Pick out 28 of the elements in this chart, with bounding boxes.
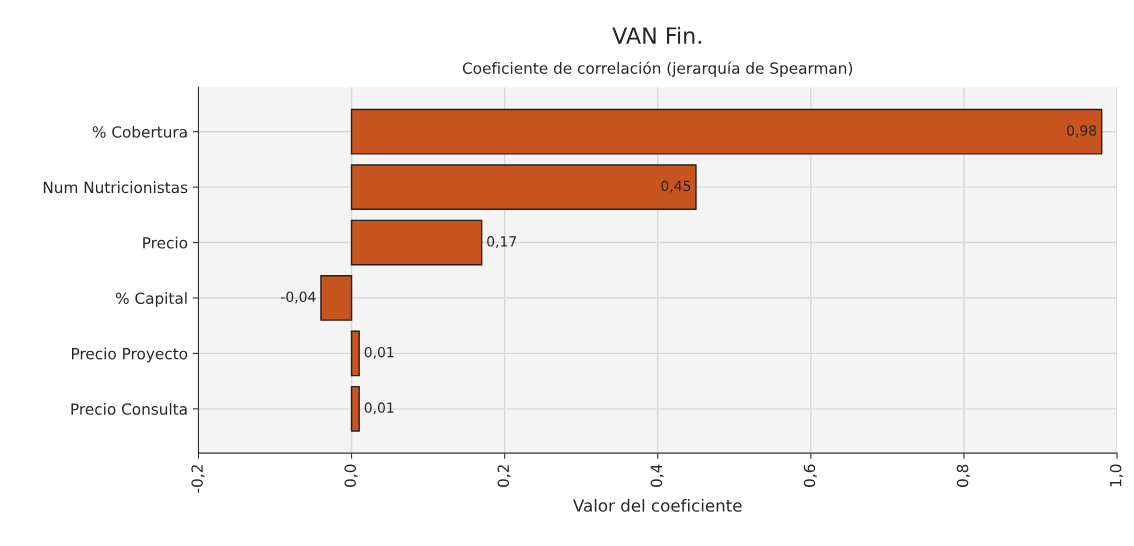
bar	[350, 164, 697, 210]
data-label: 0,98	[1067, 125, 1097, 138]
x-tick-label: -0,2	[191, 465, 205, 493]
x-tick-label: 0,8	[956, 464, 970, 487]
chart-title: VAN Fin.	[612, 26, 701, 44]
x-tick-label: 1,0	[1109, 464, 1123, 487]
y-tick-label: Precio Proyecto	[71, 347, 188, 363]
x-axis-title: Valor del coeficiente	[573, 498, 742, 512]
bar	[350, 219, 483, 266]
y-tick-label: Precio Consulta	[71, 403, 187, 415]
x-tick-label: 0,2	[497, 465, 511, 487]
bar	[350, 330, 360, 377]
x-tick-label: 0,4	[650, 464, 664, 487]
bar	[350, 108, 1103, 155]
y-tick-label: % Capital	[115, 292, 187, 307]
x-tick-label: 0,0	[344, 464, 358, 487]
data-label: 0,17	[487, 236, 516, 248]
chart-subtitle: Coeficiente de correlación (jerarquía de Spearman)	[462, 61, 853, 77]
x-tick-label: 0,6	[803, 464, 817, 487]
data-label: 0,45	[661, 180, 691, 193]
y-tick-label: Num Nutricionistas	[43, 181, 188, 194]
data-label: 0,01	[364, 402, 394, 415]
bar	[350, 385, 360, 432]
bar	[320, 275, 353, 321]
data-label: -0,04	[281, 291, 316, 304]
y-tick-label: Precio	[143, 236, 188, 249]
y-tick-label: % Cobertura	[92, 125, 187, 138]
data-label: 0,01	[364, 346, 394, 359]
